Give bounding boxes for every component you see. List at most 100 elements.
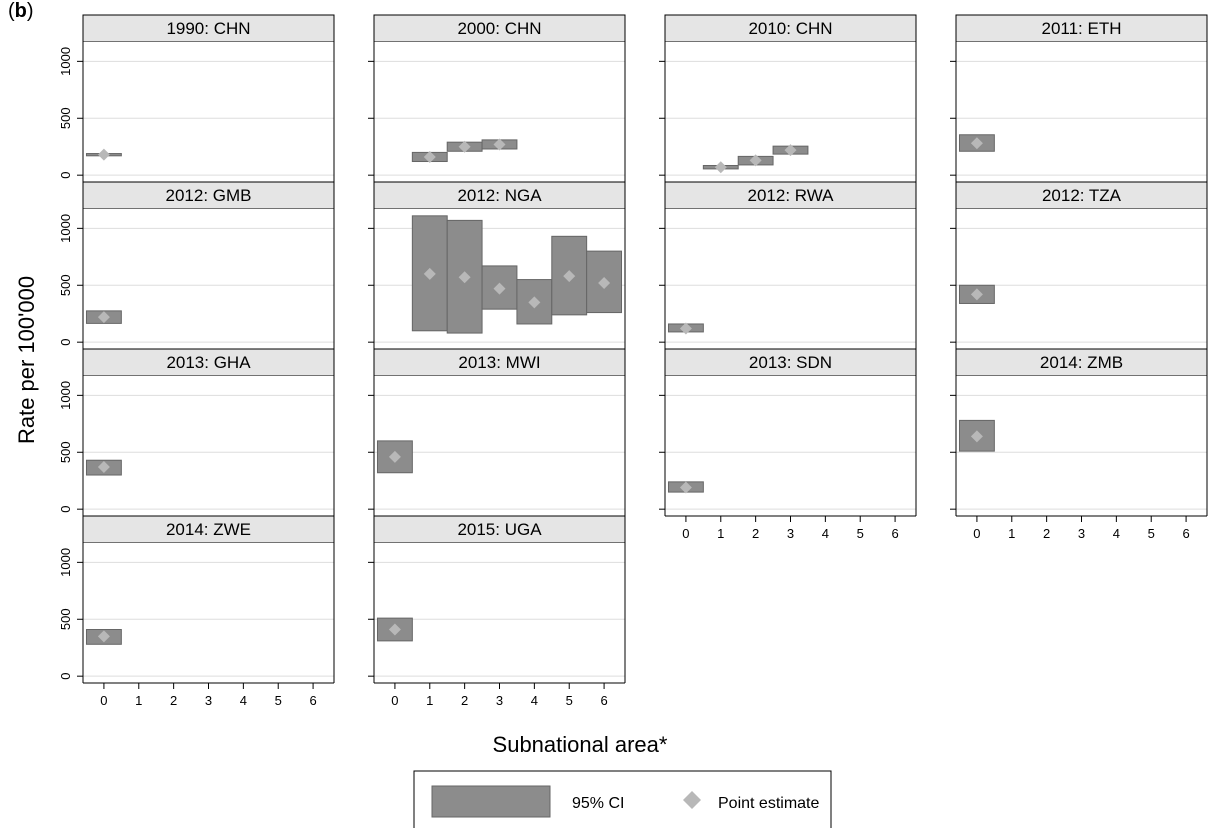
x-tick-label: 3	[496, 693, 503, 708]
y-tick-label: 0	[58, 506, 73, 513]
panel-plot-area	[956, 42, 1207, 182]
panel-title: 2013: MWI	[458, 353, 540, 372]
point-estimate-marker	[97, 148, 110, 161]
panel-header	[373, 181, 626, 210]
panel-title: 1990: CHN	[166, 19, 250, 38]
x-axis-title: Subnational area*	[493, 732, 668, 757]
x-tick-label: 5	[1148, 526, 1155, 541]
x-tick-label: 4	[531, 693, 538, 708]
x-tick-label: 1	[1008, 526, 1015, 541]
y-tick-label: 500	[58, 274, 73, 296]
y-tick-label: 1000	[58, 47, 73, 76]
x-tick-label: 3	[1078, 526, 1085, 541]
y-tick-label: 500	[58, 608, 73, 630]
y-tick-label: 0	[58, 339, 73, 346]
panel-header	[955, 14, 1208, 43]
panel-header	[82, 14, 335, 43]
panel-plot-area	[83, 42, 334, 182]
panel-header	[373, 515, 626, 544]
panel-plot-area	[956, 209, 1207, 349]
point-estimate-marker	[598, 276, 611, 289]
y-tick-label: 1000	[58, 214, 73, 243]
point-estimate-marker	[388, 450, 401, 463]
x-tick-label: 1	[717, 526, 724, 541]
x-tick-label: 3	[205, 693, 212, 708]
x-tick-label: 0	[682, 526, 689, 541]
x-tick-label: 2	[1043, 526, 1050, 541]
y-axis-title: Rate per 100'000	[14, 276, 39, 444]
point-estimate-marker	[423, 267, 436, 280]
panel-plot-area	[665, 376, 916, 516]
panel-plot-area	[374, 42, 625, 182]
x-tick-label: 2	[752, 526, 759, 541]
point-estimate-marker	[423, 150, 436, 163]
x-tick-label: 4	[1113, 526, 1120, 541]
legend-point-label: Point estimate	[718, 795, 819, 812]
point-estimate-marker	[970, 288, 983, 301]
y-tick-label: 500	[58, 107, 73, 129]
panel-title: 2012: TZA	[1042, 186, 1122, 205]
panel-header	[373, 348, 626, 377]
panel-header	[664, 14, 917, 43]
point-estimate-marker	[528, 296, 541, 309]
panel-title: 2012: GMB	[166, 186, 252, 205]
panel-header	[82, 181, 335, 210]
panel-plot-area	[374, 376, 625, 516]
x-tick-label: 6	[309, 693, 316, 708]
panel-title: 2014: ZWE	[166, 520, 251, 539]
point-estimate-marker	[97, 461, 110, 474]
point-estimate-marker	[563, 270, 576, 283]
x-tick-label: 2	[461, 693, 468, 708]
panel-plot-area	[665, 209, 916, 349]
panel-title: 2015: UGA	[457, 520, 542, 539]
y-tick-label: 1000	[58, 381, 73, 410]
point-estimate-marker	[458, 271, 471, 284]
x-tick-label: 3	[787, 526, 794, 541]
panel-title: 2013: SDN	[749, 353, 832, 372]
y-tick-label: 1000	[58, 548, 73, 577]
panel-title: 2012: RWA	[748, 186, 835, 205]
panel-plot-area	[83, 376, 334, 516]
panel-header	[664, 348, 917, 377]
x-tick-label: 5	[275, 693, 282, 708]
panel-plot-area	[374, 543, 625, 683]
point-estimate-marker	[970, 430, 983, 443]
y-tick-label: 500	[58, 441, 73, 463]
point-estimate-marker	[493, 138, 506, 151]
y-tick-label: 0	[58, 673, 73, 680]
panel-title: 2012: NGA	[457, 186, 542, 205]
x-tick-label: 2	[170, 693, 177, 708]
panel-plot-area	[665, 42, 916, 182]
x-tick-label: 1	[135, 693, 142, 708]
panel-header	[373, 14, 626, 43]
x-tick-label: 6	[1182, 526, 1189, 541]
panel-title: 2014: ZMB	[1040, 353, 1123, 372]
panel-title: 2011: ETH	[1041, 19, 1121, 38]
point-estimate-marker	[458, 140, 471, 153]
x-tick-label: 6	[600, 693, 607, 708]
panel-plot-area	[83, 543, 334, 683]
x-tick-label: 5	[566, 693, 573, 708]
x-tick-label: 4	[822, 526, 829, 541]
panel-header	[82, 515, 335, 544]
x-tick-label: 0	[973, 526, 980, 541]
point-estimate-marker	[714, 161, 727, 174]
panel-title: 2013: GHA	[166, 353, 251, 372]
legend-ci-swatch	[431, 785, 551, 818]
point-estimate-marker	[493, 282, 506, 295]
x-tick-label: 4	[240, 693, 247, 708]
y-tick-label: 0	[58, 172, 73, 179]
panel-title: 2010: CHN	[748, 19, 832, 38]
legend-ci-label: 95% CI	[572, 795, 624, 812]
point-estimate-marker	[97, 630, 110, 643]
point-estimate-marker	[749, 154, 762, 167]
point-estimate-marker	[97, 311, 110, 324]
x-tick-label: 1	[426, 693, 433, 708]
x-tick-label: 5	[857, 526, 864, 541]
legend-point-marker	[683, 791, 701, 809]
point-estimate-marker	[970, 137, 983, 150]
point-estimate-marker	[784, 144, 797, 157]
point-estimate-marker	[679, 322, 692, 335]
figure-label: (b)	[8, 0, 34, 22]
